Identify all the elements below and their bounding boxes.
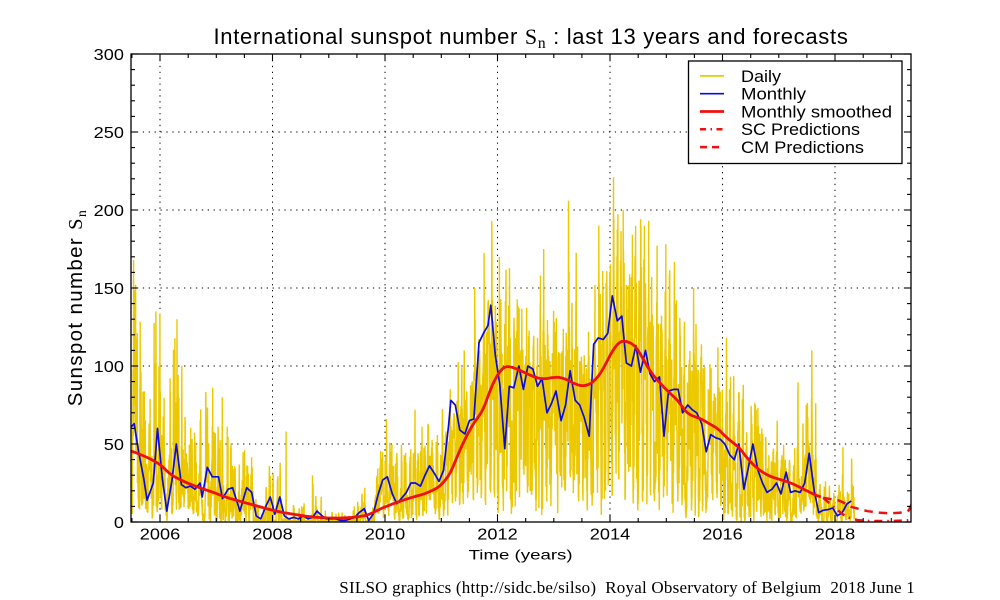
svg-text:300: 300	[94, 47, 124, 64]
svg-text:250: 250	[94, 125, 124, 142]
svg-text:200: 200	[94, 203, 124, 220]
svg-text:2010: 2010	[365, 527, 406, 544]
svg-text:SC Predictions: SC Predictions	[741, 121, 860, 139]
svg-text:2018: 2018	[815, 527, 856, 544]
svg-text:Daily: Daily	[741, 68, 782, 86]
svg-text:Monthly: Monthly	[741, 86, 807, 104]
svg-text:150: 150	[94, 281, 124, 298]
svg-text:2014: 2014	[590, 527, 631, 544]
svg-text:International sunspot number S: International sunspot number Sn : last 1…	[214, 24, 849, 52]
svg-text:2006: 2006	[140, 527, 181, 544]
svg-text:2008: 2008	[252, 527, 293, 544]
svg-text:2016: 2016	[702, 527, 743, 544]
svg-text:CM Predictions: CM Predictions	[741, 139, 864, 157]
svg-text:100: 100	[94, 359, 124, 376]
svg-text:Time (years): Time (years)	[469, 547, 573, 563]
svg-text:50: 50	[104, 437, 124, 454]
svg-text:0: 0	[114, 515, 124, 532]
svg-text:2012: 2012	[477, 527, 518, 544]
svg-text:Sunspot number Sn: Sunspot number Sn	[64, 209, 90, 407]
svg-text:SILSO graphics (http://sidc.be: SILSO graphics (http://sidc.be/silso) Ro…	[339, 578, 915, 597]
svg-text:Monthly smoothed: Monthly smoothed	[741, 103, 892, 121]
